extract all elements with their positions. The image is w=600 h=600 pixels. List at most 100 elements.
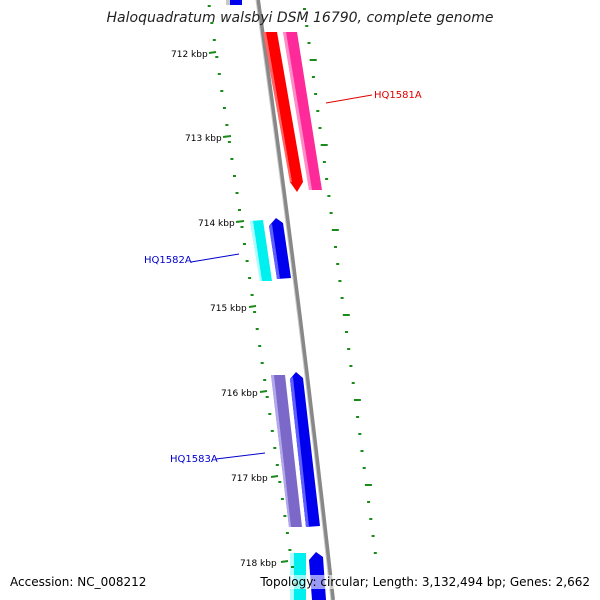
- left-minor-tick: [210, 22, 214, 24]
- svg-text:713 kbp: 713 kbp: [185, 134, 222, 144]
- right-dotted-track: [303, 8, 377, 554]
- left-minor-tick: [270, 430, 274, 432]
- genome-backbone: [256, 0, 335, 600]
- right-minor-tick: [364, 484, 372, 486]
- svg-text:717 kbp: 717 kbp: [231, 474, 268, 484]
- svg-text:HQ1583A: HQ1583A: [170, 454, 218, 465]
- left-minor-tick: [285, 532, 289, 534]
- svg-text:HQ1582A: HQ1582A: [144, 255, 192, 266]
- tick-714: 714 kbp: [198, 219, 245, 229]
- left-minor-tick: [235, 192, 239, 194]
- right-minor-tick: [347, 348, 351, 350]
- right-minor-tick: [351, 382, 355, 384]
- right-minor-tick: [320, 144, 328, 146]
- gene-hq1581a[interactable]: [283, 32, 322, 190]
- right-minor-tick: [314, 93, 318, 95]
- left-minor-tick: [212, 39, 216, 41]
- right-minor-tick: [327, 195, 331, 197]
- left-minor-tick: [273, 447, 277, 449]
- left-minor-tick: [233, 175, 236, 177]
- right-minor-tick: [358, 433, 362, 435]
- right-minor-tick: [305, 25, 309, 27]
- left-minor-tick: [220, 90, 224, 92]
- tick-716: 716 kbp: [221, 389, 268, 399]
- accession-text: Accession: NC_008212: [10, 575, 147, 589]
- right-minor-tick: [303, 8, 306, 10]
- gene-hq1583a[interactable]: [271, 375, 302, 527]
- right-minor-tick: [338, 280, 342, 282]
- left-minor-tick: [255, 328, 259, 330]
- left-minor-tick: [230, 158, 234, 160]
- right-minor-tick: [345, 331, 348, 333]
- left-minor-tick: [227, 141, 231, 143]
- left-minor-tick: [280, 498, 284, 500]
- left-minor-tick: [250, 294, 254, 296]
- left-minor-tick: [207, 5, 211, 7]
- left-minor-tick: [291, 566, 294, 568]
- gene-blue-716[interactable]: [290, 372, 320, 527]
- left-minor-tick: [275, 464, 279, 466]
- left-minor-tick: [253, 311, 257, 313]
- right-minor-tick: [367, 501, 371, 503]
- left-minor-tick: [217, 73, 221, 75]
- label-hq1582a[interactable]: HQ1582A: [144, 253, 240, 266]
- right-minor-tick: [329, 212, 333, 214]
- svg-text:715 kbp: 715 kbp: [210, 304, 247, 314]
- left-dotted-track: [207, 5, 297, 585]
- right-minor-tick: [353, 399, 361, 401]
- left-minor-tick: [238, 209, 241, 211]
- gene-red[interactable]: [263, 32, 303, 192]
- right-minor-tick: [371, 535, 375, 537]
- left-minor-tick: [222, 107, 226, 109]
- right-minor-tick: [318, 127, 322, 129]
- tick-712: 712 kbp: [171, 50, 217, 60]
- right-minor-tick: [373, 552, 377, 554]
- right-minor-tick: [356, 416, 360, 418]
- svg-text:718 kbp: 718 kbp: [240, 559, 277, 569]
- gene-top-blue[interactable]: [230, 0, 242, 5]
- right-minor-tick: [334, 246, 337, 248]
- left-minor-tick: [248, 277, 252, 279]
- left-minor-tick: [260, 362, 264, 364]
- tick-718: 718 kbp: [240, 559, 289, 569]
- right-minor-tick: [311, 76, 315, 78]
- left-minor-tick: [215, 56, 219, 58]
- left-minor-tick: [240, 226, 244, 228]
- svg-text:712 kbp: 712 kbp: [171, 50, 208, 60]
- tick-715: 715 kbp: [210, 304, 257, 314]
- map-title: Haloquadratum walsbyi DSM 16790, complet…: [106, 10, 494, 26]
- left-minor-tick: [278, 481, 282, 483]
- tick-713: 713 kbp: [185, 134, 232, 144]
- right-minor-tick: [362, 467, 366, 469]
- right-minor-tick: [316, 110, 320, 112]
- tick-717: 717 kbp: [231, 474, 279, 484]
- label-hq1583a[interactable]: HQ1583A: [170, 452, 266, 465]
- right-minor-tick: [369, 518, 373, 520]
- left-minor-tick: [283, 515, 287, 517]
- left-minor-tick: [258, 345, 262, 347]
- left-minor-tick: [265, 396, 269, 398]
- right-minor-tick: [349, 365, 353, 367]
- left-minor-tick: [243, 243, 246, 245]
- label-hq1581a[interactable]: HQ1581A: [325, 90, 422, 104]
- right-minor-tick: [307, 42, 311, 44]
- left-minor-tick: [245, 260, 249, 262]
- right-minor-tick: [331, 229, 339, 231]
- right-minor-tick: [340, 297, 344, 299]
- left-minor-tick: [225, 124, 229, 126]
- right-minor-tick: [322, 161, 326, 163]
- right-minor-tick: [309, 59, 317, 61]
- right-minor-tick: [342, 314, 350, 316]
- svg-text:716 kbp: 716 kbp: [221, 389, 258, 399]
- svg-text:HQ1581A: HQ1581A: [374, 90, 422, 101]
- left-minor-tick: [268, 413, 272, 415]
- topology-text: Topology: circular; Length: 3,132,494 bp…: [260, 575, 590, 589]
- gene-blue-714[interactable]: [269, 218, 291, 279]
- left-minor-tick: [263, 379, 267, 381]
- right-minor-tick: [325, 178, 329, 180]
- svg-text:714 kbp: 714 kbp: [198, 219, 235, 229]
- gene-hq1582a[interactable]: [250, 220, 272, 281]
- right-minor-tick: [360, 450, 364, 452]
- left-minor-tick: [288, 549, 292, 551]
